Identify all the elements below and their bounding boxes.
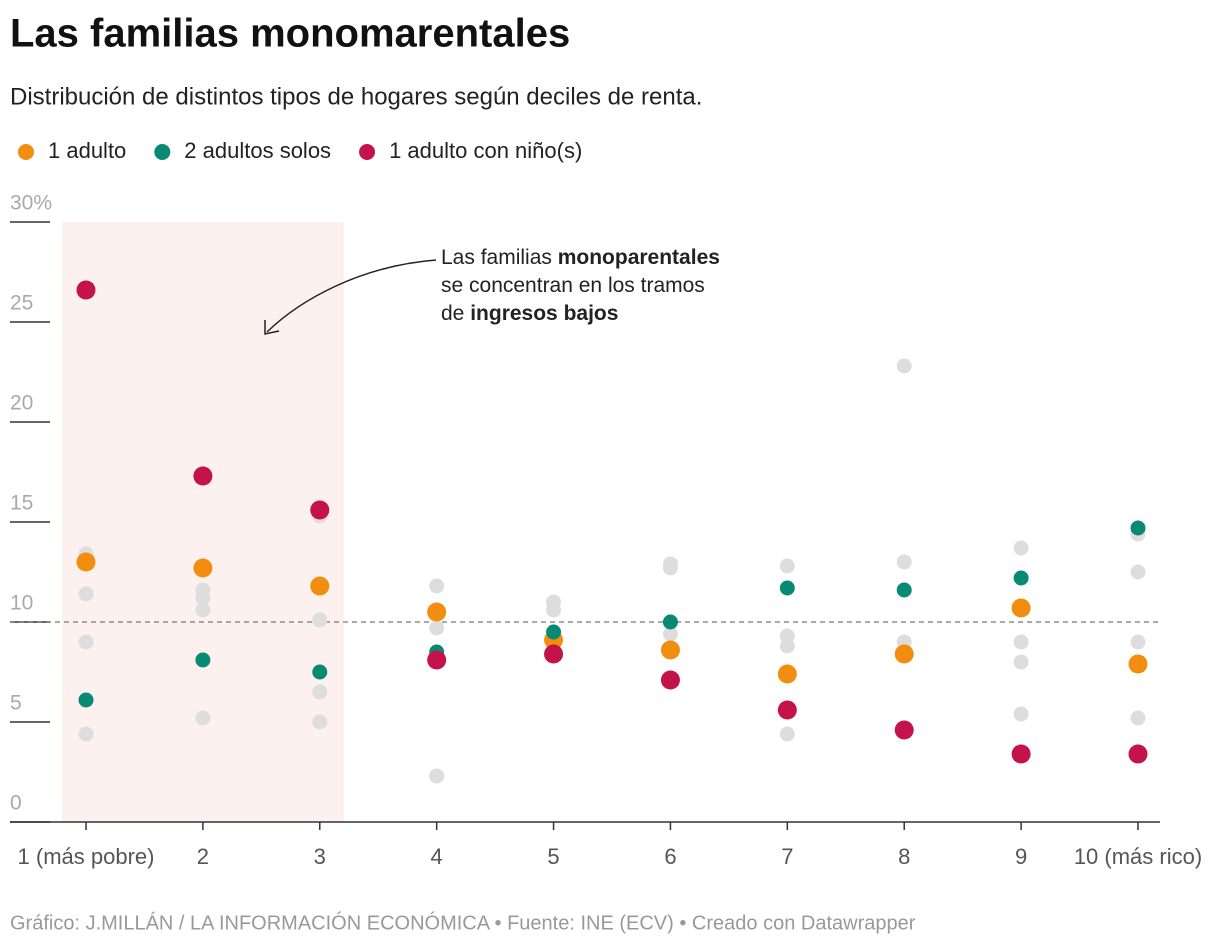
- annotation: de ingresos bajos: [441, 302, 618, 325]
- data-dot: [544, 644, 564, 664]
- annotation: Las familias monoparentales: [441, 246, 720, 269]
- data-dot: [193, 558, 213, 578]
- background-dot: [779, 558, 795, 574]
- data-dot: [78, 692, 94, 708]
- data-dot: [894, 720, 914, 740]
- background-dot: [1013, 634, 1029, 650]
- x-tick-label: 9: [1015, 844, 1027, 869]
- data-dot: [195, 652, 211, 668]
- y-tick-label: 20: [10, 392, 33, 415]
- background-dot: [546, 602, 562, 618]
- annotation: se concentran en los tramos: [441, 274, 705, 297]
- data-dot: [1128, 744, 1148, 764]
- data-dot: [896, 582, 912, 598]
- background-dot: [78, 726, 94, 742]
- data-dot: [427, 602, 447, 622]
- background-dot: [78, 634, 94, 650]
- data-dot: [777, 664, 797, 684]
- legend-marker: [18, 144, 34, 160]
- data-dot: [76, 552, 96, 572]
- x-tick-label: 6: [664, 844, 676, 869]
- data-dot: [1130, 520, 1146, 536]
- annotation-segment: Las familias: [441, 246, 558, 269]
- y-tick-label: 10: [10, 592, 33, 615]
- data-dot: [660, 670, 680, 690]
- data-dot: [546, 624, 562, 640]
- data-dot: [894, 644, 914, 664]
- background-dot: [1013, 540, 1029, 556]
- background-dot: [429, 620, 445, 636]
- source: Gráfico: J.MILLÁN / LA INFORMACIÓN ECONÓ…: [10, 911, 916, 934]
- x-tick-label: 10 (más rico): [1074, 844, 1202, 869]
- annotation-segment: ingresos bajos: [470, 302, 618, 325]
- data-dot: [310, 500, 330, 520]
- data-dot: [1011, 744, 1031, 764]
- annotation-arrow: [266, 259, 437, 333]
- data-dot: [777, 700, 797, 720]
- background-dot: [312, 714, 328, 730]
- data-dot: [193, 466, 213, 486]
- x-tick-label: 8: [898, 844, 910, 869]
- y-tick-label: 30%: [10, 192, 52, 215]
- data-dot: [660, 640, 680, 660]
- chart-title: Las familias monomarentales: [10, 12, 570, 56]
- background-dot: [896, 554, 912, 570]
- legend-label: 1 adulto: [48, 138, 126, 163]
- data-dot: [76, 280, 96, 300]
- data-dot: [427, 650, 447, 670]
- data-dot: [1128, 654, 1148, 674]
- background-dot: [1013, 706, 1029, 722]
- x-tick-label: 3: [314, 844, 326, 869]
- data-dot: [1011, 598, 1031, 618]
- annotation-segment: monoparentales: [558, 246, 720, 269]
- background-dot: [896, 358, 912, 374]
- x-tick-label: 7: [781, 844, 793, 869]
- x-tick-label: 2: [197, 844, 209, 869]
- data-dot: [312, 664, 328, 680]
- x-tick-label: 4: [431, 844, 443, 869]
- chart-subtitle: Distribución de distintos tipos de hogar…: [10, 83, 702, 110]
- background-dot: [195, 602, 211, 618]
- data-dot: [1013, 570, 1029, 586]
- background-dot: [312, 684, 328, 700]
- annotation-segment: de: [441, 302, 470, 325]
- x-tick-label: 5: [547, 844, 559, 869]
- background-dot: [429, 768, 445, 784]
- annotation-arrowhead: [264, 320, 280, 335]
- y-tick-label: 5: [10, 692, 22, 715]
- background-dot: [1130, 564, 1146, 580]
- legend-label: 2 adultos solos: [184, 138, 331, 163]
- background-dot: [779, 638, 795, 654]
- legend-marker: [359, 144, 376, 160]
- annotation-segment: se concentran en los tramos: [441, 274, 705, 297]
- background-dot: [195, 590, 211, 606]
- background-dot: [662, 626, 678, 642]
- y-tick-label: 25: [10, 292, 33, 315]
- background-dot: [429, 578, 445, 594]
- y-tick-label: 0: [10, 792, 22, 815]
- background-dot: [78, 586, 94, 602]
- background-dot: [312, 612, 328, 628]
- background-dot: [1013, 654, 1029, 670]
- data-dot: [662, 614, 678, 630]
- background-dot: [779, 726, 795, 742]
- data-dot: [310, 576, 330, 596]
- legend-label: 1 adulto con niño(s): [389, 138, 582, 163]
- highlight-band: [62, 222, 344, 822]
- background-dot: [195, 710, 211, 726]
- background-dot: [662, 560, 678, 576]
- legend-marker: [154, 144, 171, 160]
- background-dot: [1130, 634, 1146, 650]
- data-dot: [779, 580, 795, 596]
- x-tick-label: 1 (más pobre): [18, 844, 155, 869]
- y-tick-label: 15: [10, 492, 33, 515]
- background-dot: [1130, 710, 1146, 726]
